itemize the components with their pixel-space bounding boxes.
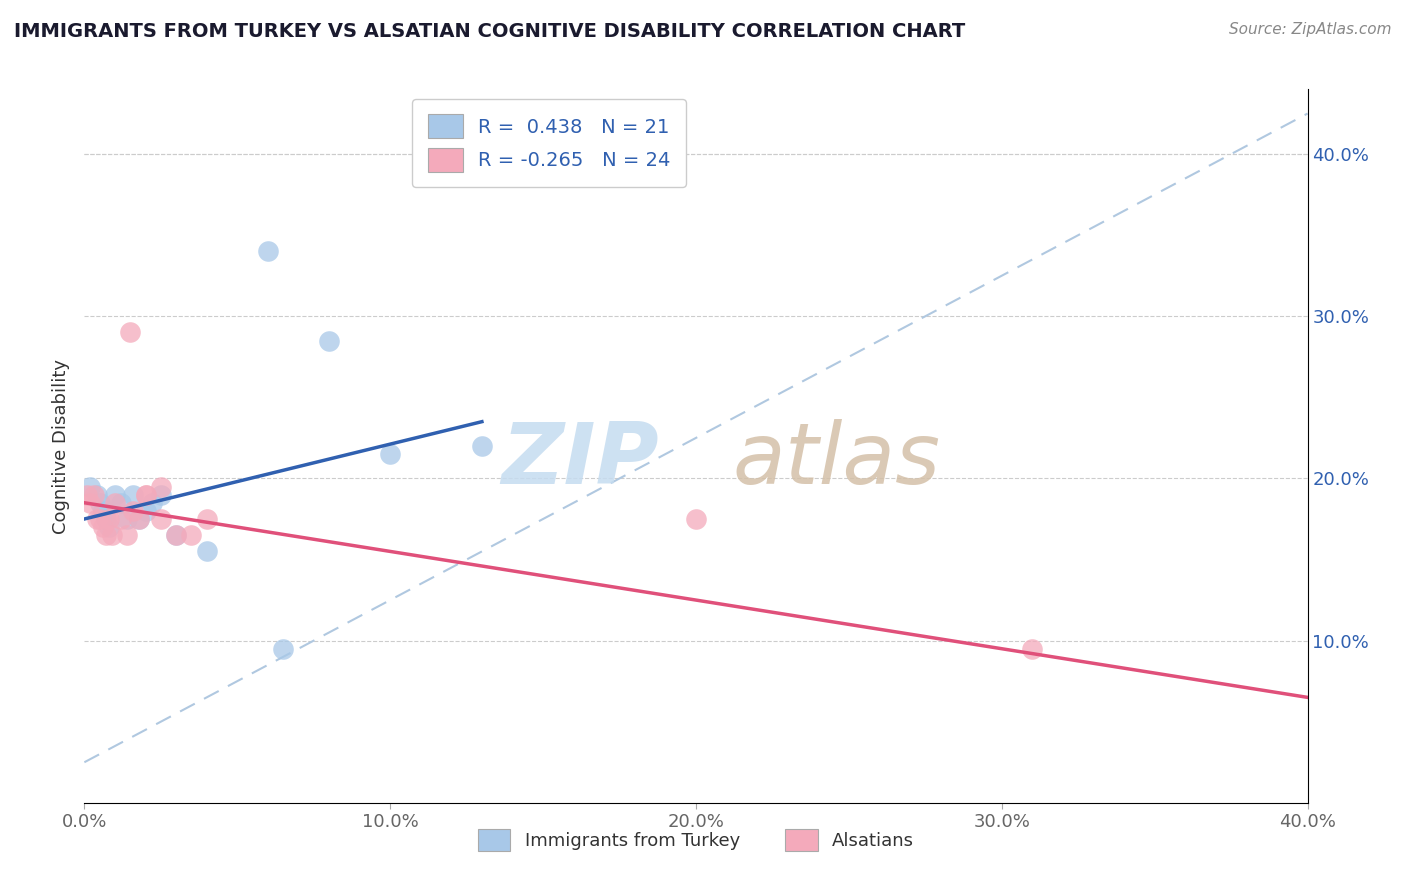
Point [101, 528, 124, 542]
Point [122, 504, 145, 518]
Point [115, 512, 138, 526]
Point [104, 488, 127, 502]
Point [165, 528, 187, 542]
Point [76, 488, 98, 502]
Point [149, 479, 172, 493]
Point [318, 334, 340, 348]
Point [89, 512, 111, 526]
Point [165, 528, 187, 542]
Point [257, 244, 280, 259]
Text: Source: ZipAtlas.com: Source: ZipAtlas.com [1229, 22, 1392, 37]
Point [89, 496, 111, 510]
Point [1021, 641, 1043, 656]
Point [122, 488, 145, 502]
Text: IMMIGRANTS FROM TURKEY VS ALSATIAN COGNITIVE DISABILITY CORRELATION CHART: IMMIGRANTS FROM TURKEY VS ALSATIAN COGNI… [14, 22, 966, 41]
Point [271, 641, 294, 656]
Point [97, 512, 120, 526]
Point [141, 496, 163, 510]
Point [135, 488, 157, 502]
Point [128, 512, 150, 526]
Point [128, 512, 150, 526]
Point [97, 520, 120, 534]
Point [110, 512, 132, 526]
Y-axis label: Cognitive Disability: Cognitive Disability [52, 359, 70, 533]
Point [79, 496, 101, 510]
Point [180, 528, 202, 542]
Point [471, 439, 494, 453]
Point [135, 488, 157, 502]
Point [195, 544, 218, 558]
Point [91, 504, 114, 518]
Point [135, 504, 157, 518]
Text: ZIP: ZIP [502, 418, 659, 502]
Point [86, 488, 108, 502]
Text: atlas: atlas [733, 418, 941, 502]
Point [120, 326, 142, 340]
Point [149, 512, 172, 526]
Point [110, 496, 132, 510]
Point [104, 496, 127, 510]
Point [79, 479, 101, 493]
Point [115, 528, 138, 542]
Point [94, 528, 117, 542]
Point [91, 520, 114, 534]
Point [94, 512, 117, 526]
Legend: Immigrants from Turkey, Alsatians: Immigrants from Turkey, Alsatians [471, 822, 921, 858]
Point [83, 488, 105, 502]
Point [149, 488, 172, 502]
Point [86, 512, 108, 526]
Point [380, 447, 402, 461]
Point [685, 512, 707, 526]
Point [195, 512, 218, 526]
